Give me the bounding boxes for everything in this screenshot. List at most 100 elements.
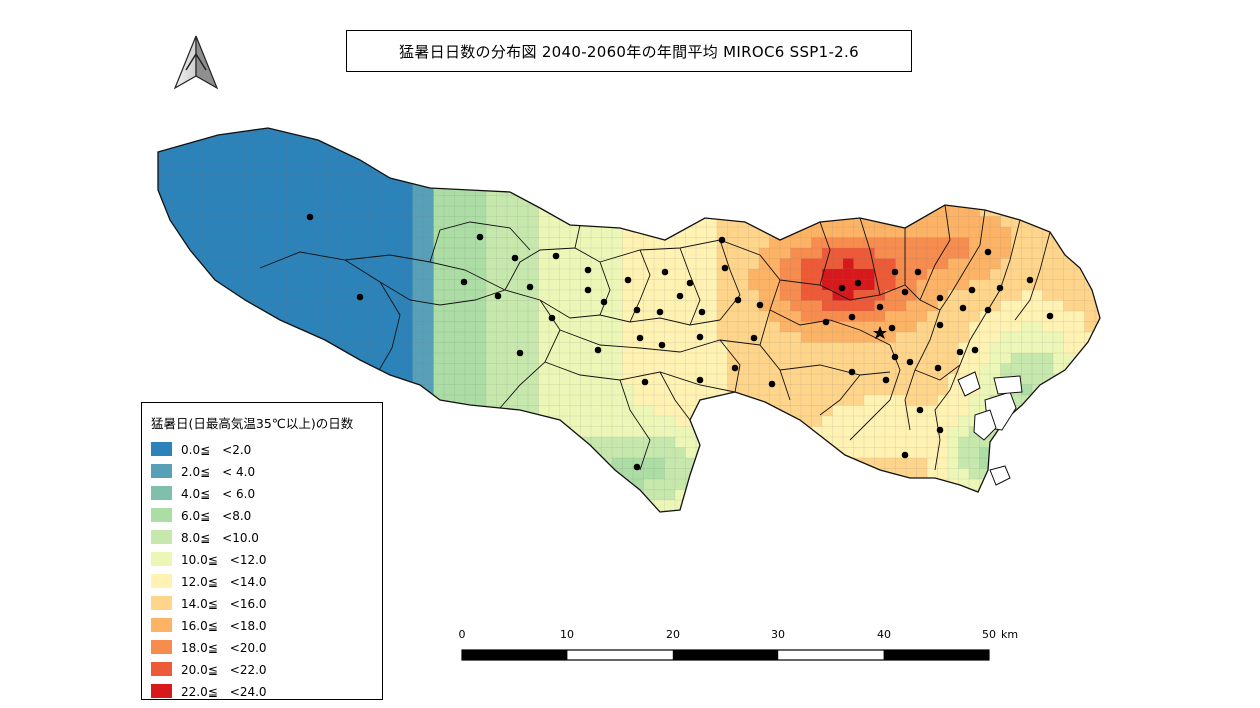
heat-cell — [675, 374, 686, 385]
heat-cell — [927, 174, 938, 186]
heat-cell — [496, 195, 508, 207]
heat-cell — [1011, 248, 1022, 259]
heat-cell — [958, 290, 970, 301]
heat-cell — [643, 237, 655, 249]
heat-cell — [423, 458, 434, 469]
heat-cell — [780, 279, 791, 291]
heat-cell — [769, 300, 781, 312]
heat-cell — [685, 128, 697, 133]
heat-cell — [244, 279, 256, 291]
heat-cell — [580, 510, 592, 512]
heat-cell — [759, 195, 770, 207]
heat-cell — [496, 300, 508, 312]
heat-cell — [853, 416, 865, 427]
heat-cell — [1106, 437, 1117, 448]
heat-cell — [811, 185, 823, 196]
heat-cell — [1074, 290, 1085, 301]
heat-cell — [811, 426, 823, 438]
heat-cell — [158, 311, 161, 322]
heat-cell — [538, 426, 550, 438]
heat-cell — [517, 374, 529, 385]
heat-cell — [444, 216, 455, 228]
heat-cell — [265, 143, 277, 154]
heat-cell — [612, 468, 623, 480]
heat-cell — [916, 237, 928, 249]
heat-cell — [507, 405, 518, 417]
heat-cell — [1074, 311, 1085, 322]
heat-cell — [874, 416, 886, 427]
heat-cell — [339, 153, 350, 165]
heat-cell — [549, 489, 560, 501]
heat-cell — [465, 248, 476, 259]
heat-cell — [601, 437, 613, 448]
legend-item: 22.0≦ <24.0 — [151, 680, 382, 702]
heat-cell — [381, 143, 392, 154]
heat-cell — [1032, 237, 1043, 249]
heat-cell — [244, 332, 256, 343]
heat-cell — [612, 174, 623, 186]
heat-cell — [727, 332, 739, 343]
heat-cell — [507, 164, 518, 175]
heat-cell — [612, 185, 623, 196]
heat-cell — [759, 321, 770, 333]
heat-cell — [675, 321, 686, 333]
heat-cell — [1095, 185, 1100, 196]
heat-cell — [528, 332, 539, 343]
heat-cell — [601, 363, 613, 375]
heat-cell — [675, 269, 686, 280]
heat-cell — [1011, 395, 1022, 406]
heat-cell — [528, 416, 539, 427]
heat-cell — [1106, 164, 1117, 175]
heat-cell — [685, 500, 697, 511]
heat-cell — [759, 384, 770, 396]
heat-cell — [979, 269, 991, 280]
heat-cell — [948, 342, 959, 354]
legend-item: 4.0≦ < 6.0 — [151, 482, 382, 504]
heat-cell — [591, 185, 602, 196]
heat-cell — [906, 510, 917, 512]
heat-cell — [444, 279, 455, 291]
heat-cell — [654, 300, 665, 312]
heat-cell — [843, 311, 854, 322]
heat-cell — [402, 416, 413, 427]
heat-cell — [570, 311, 581, 322]
heat-cell — [213, 164, 224, 175]
heat-cell — [528, 128, 539, 133]
heat-cell — [1053, 132, 1064, 144]
heat-cell — [486, 479, 497, 490]
heat-cell — [1042, 279, 1054, 291]
station-dot — [526, 283, 534, 291]
heat-cell — [475, 132, 487, 144]
heat-cell — [570, 237, 581, 249]
heat-cell — [171, 269, 182, 280]
heat-cell — [307, 248, 319, 259]
heat-cell — [1063, 174, 1075, 186]
heat-cell — [843, 279, 854, 291]
heat-cell — [444, 342, 455, 354]
heat-cell — [748, 132, 760, 144]
heat-cell — [538, 269, 550, 280]
heat-cell — [465, 426, 476, 438]
heat-cell — [1074, 416, 1085, 427]
heat-cell — [454, 237, 466, 249]
heat-cell — [748, 437, 760, 448]
heat-cell — [927, 405, 938, 417]
heat-cell — [706, 447, 718, 459]
heat-cell — [958, 332, 970, 343]
heat-cell — [181, 311, 193, 322]
heat-cell — [1074, 195, 1085, 207]
heat-cell — [706, 479, 718, 490]
station-dot — [658, 341, 666, 349]
heat-cell — [895, 227, 907, 238]
heat-cell — [675, 237, 686, 249]
legend-item: 20.0≦ <22.0 — [151, 658, 382, 680]
heat-cell — [1000, 321, 1012, 333]
scale-tick-label: 50 — [982, 628, 996, 641]
station-dot — [876, 303, 884, 311]
heat-cell — [790, 279, 802, 291]
heat-cell — [559, 206, 571, 217]
heat-cell — [591, 300, 602, 312]
heat-cell — [213, 342, 224, 354]
heat-cell — [507, 279, 518, 291]
heat-cell — [643, 479, 655, 490]
